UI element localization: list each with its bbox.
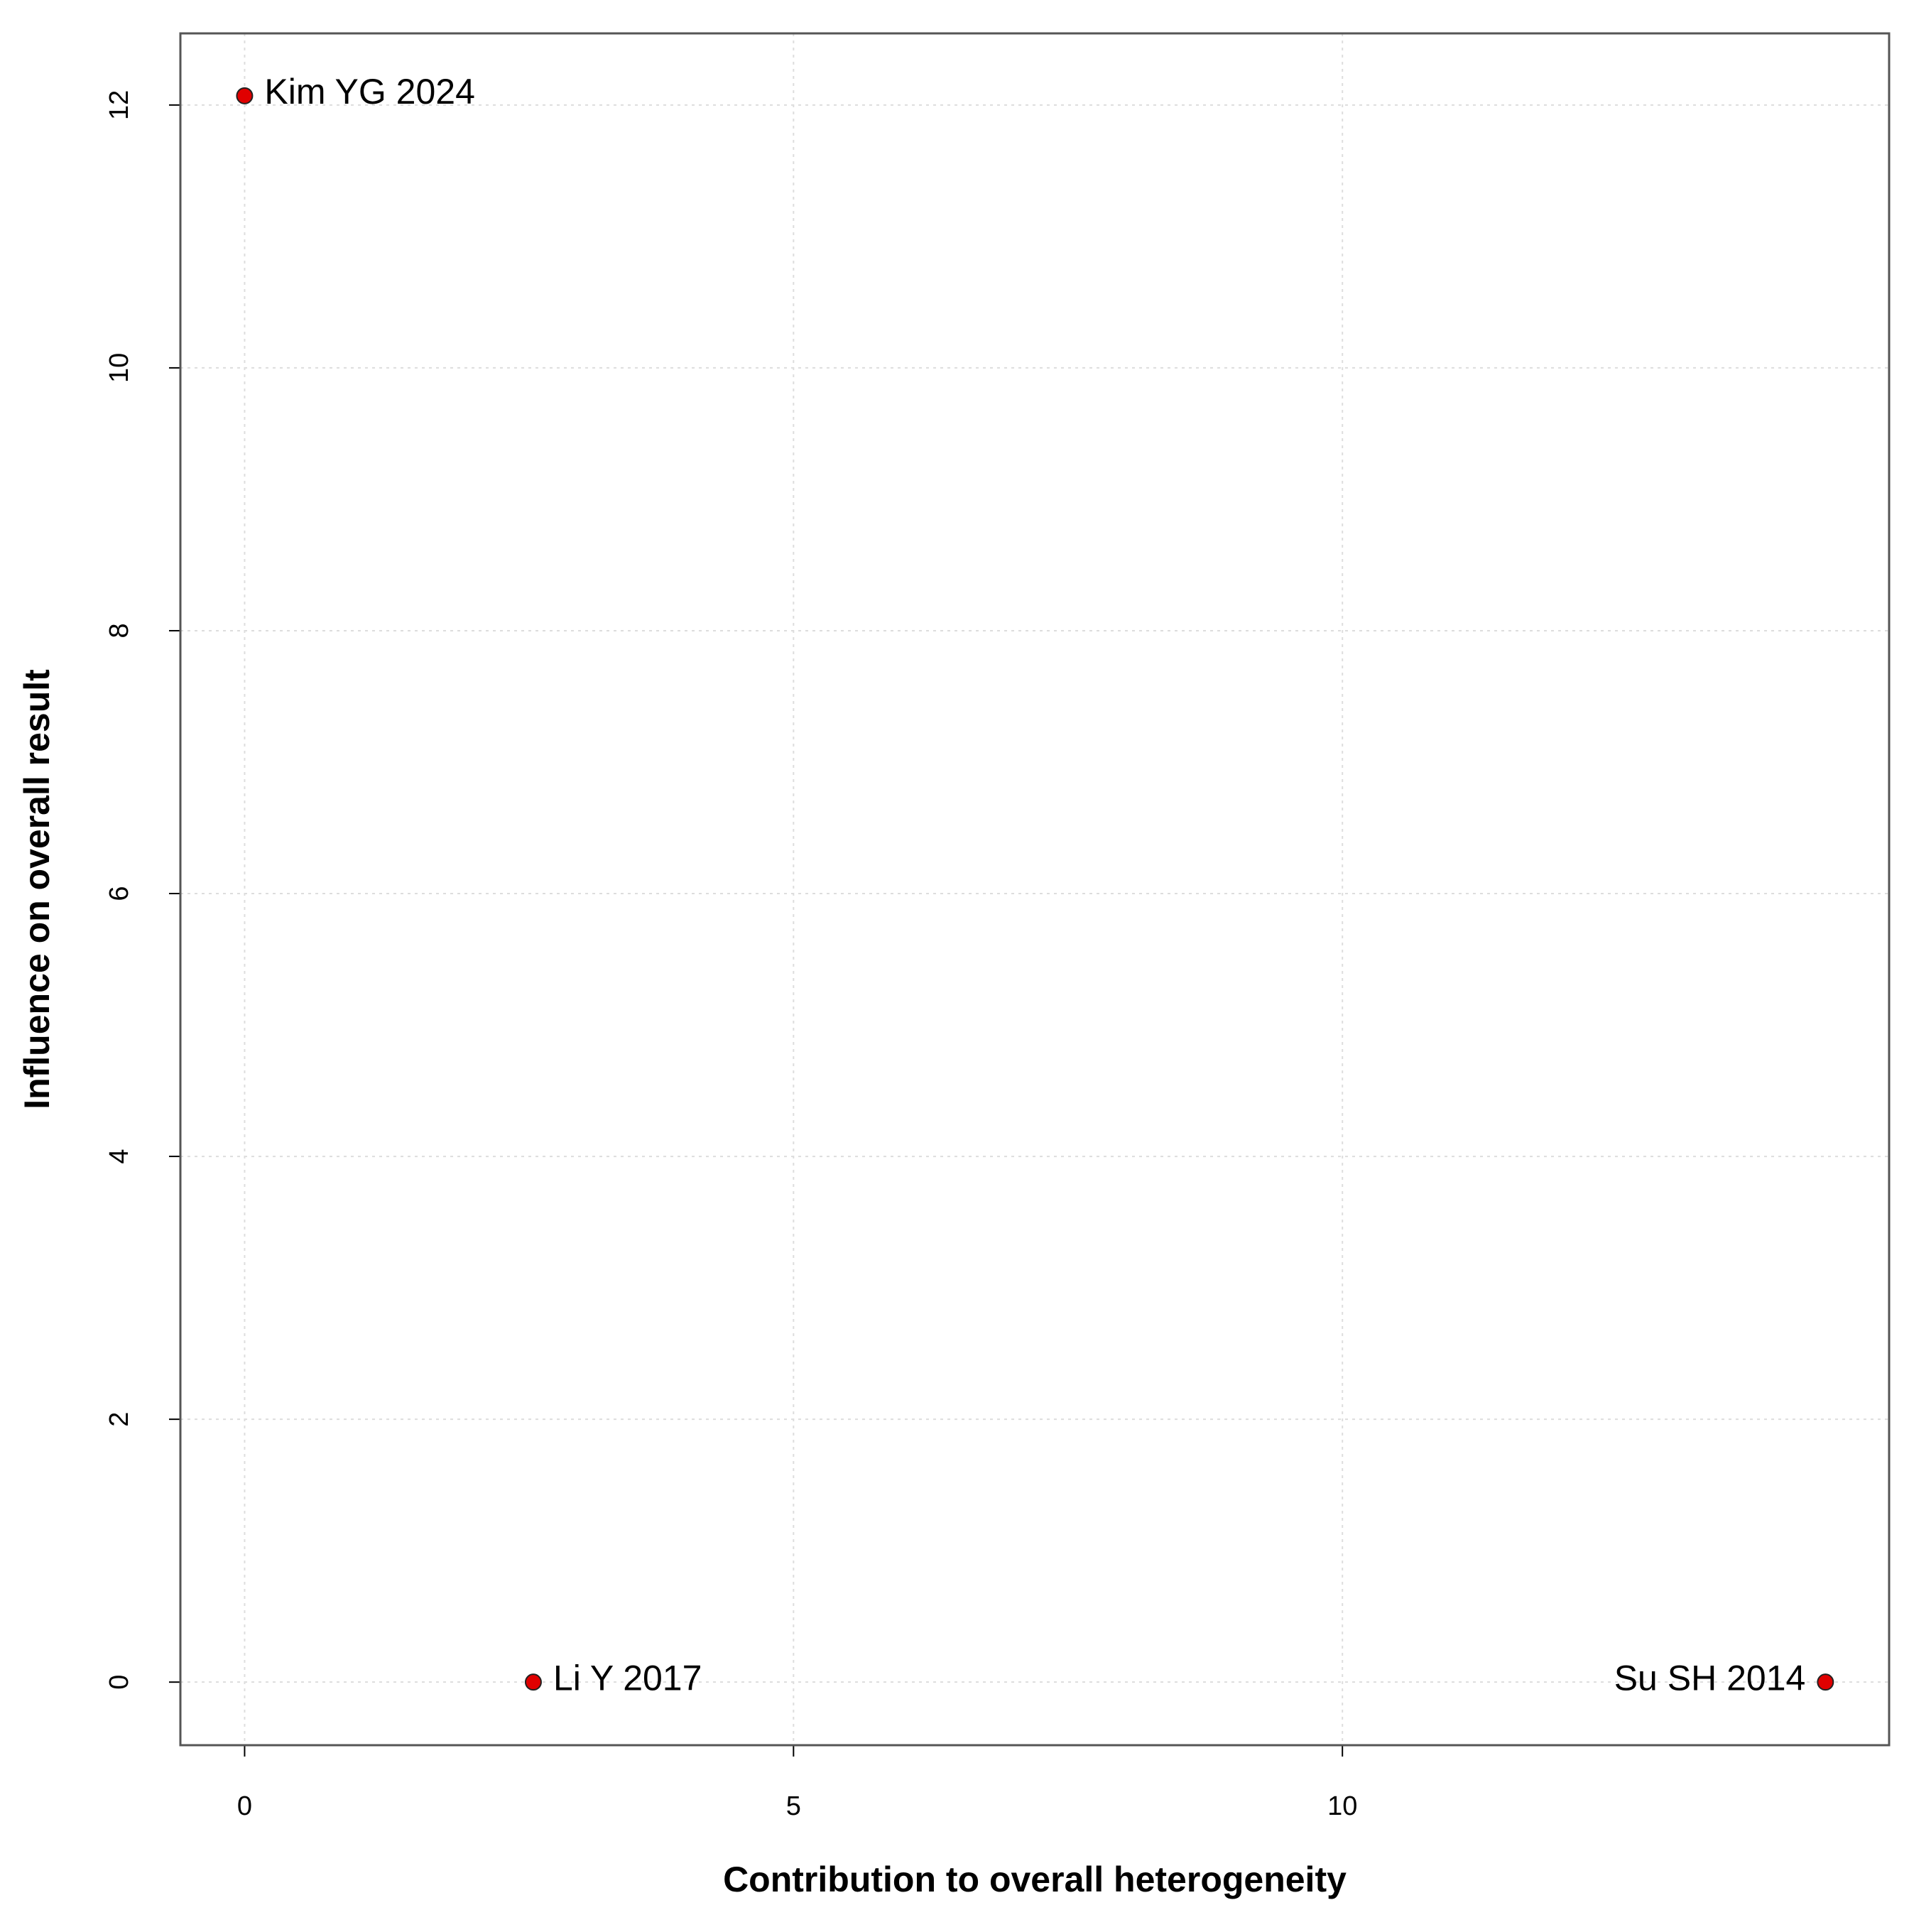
y-tick-label: 4 [104,1149,134,1164]
y-tick-label: 8 [104,623,134,638]
plot-frame [179,32,1891,1747]
y-axis-title: Influence on overall result [17,669,57,1109]
point-label: Su SH 2014 [1614,1658,1806,1698]
x-tick-label: 5 [786,1791,801,1821]
x-tick-label: 0 [237,1791,252,1821]
point-label: Kim YG 2024 [264,72,474,112]
point-label: Li Y 2017 [553,1658,702,1698]
point [236,87,254,104]
y-tick-label: 12 [104,90,134,120]
x-axis-title: Contribution to overall heterogeneity [723,1860,1347,1899]
y-tick-label: 2 [104,1412,134,1427]
y-tick-label: 0 [104,1675,134,1690]
point [524,1673,542,1691]
x-tick-label: 10 [1327,1791,1357,1821]
y-tick-label: 10 [104,353,134,383]
y-tick-label: 6 [104,886,134,901]
point [1817,1673,1834,1691]
